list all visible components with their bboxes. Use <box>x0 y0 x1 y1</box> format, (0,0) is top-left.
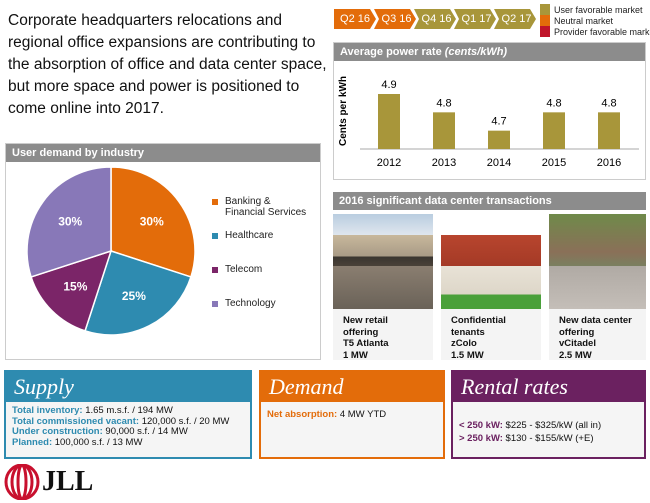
supply-title: Supply <box>6 372 250 402</box>
jll-logo-mark-icon <box>4 464 40 500</box>
pie-label: 15% <box>63 280 87 294</box>
rental-rates-box: Rental rates < 250 kW: $225 - $325/kW (a… <box>451 370 646 459</box>
pie-slice-3 <box>26 166 112 278</box>
market-legend: User favorable market Neutral market Pro… <box>540 4 650 37</box>
pie-label: 25% <box>122 289 146 303</box>
bar-label: 4.8 <box>436 97 451 109</box>
caption-line: T5 Atlanta <box>343 338 389 349</box>
power-rate-title: Average power rate (cents/kWh) <box>334 43 645 61</box>
caption-line: vCitadel <box>559 338 596 349</box>
zcolo-photo <box>441 214 541 309</box>
legend-neutral: Neutral market <box>554 15 614 26</box>
caption-line: zColo <box>451 338 477 349</box>
pie-slice-0 <box>110 166 196 278</box>
timeline-q1-17: Q1 17 <box>454 9 496 29</box>
rental-rates-title: Rental rates <box>453 372 644 402</box>
timeline-q2-16: Q2 16 <box>334 9 376 29</box>
x-tick-label: 2014 <box>487 157 511 169</box>
caption-line: 2.5 MW <box>559 349 592 361</box>
vcitadel-photo <box>549 214 646 309</box>
power-rate-panel: Average power rate (cents/kWh) Cents per… <box>333 42 646 180</box>
bar-2013 <box>433 112 455 149</box>
x-tick-label: 2013 <box>432 157 456 169</box>
market-timeline: Q2 16 Q3 16 Q4 16 Q1 17 Q2 17 <box>334 9 536 29</box>
timeline-q3-16: Q3 16 <box>374 9 416 29</box>
user-demand-panel: User demand by industry 30% 25% 15% 30% Ban… <box>5 143 321 360</box>
bar-label: 4.8 <box>546 97 561 109</box>
pie-label: 30% <box>58 214 82 228</box>
demand-title: Demand <box>261 372 443 402</box>
pie-slice-1 <box>84 250 192 336</box>
caption-line: Confidential tenants <box>451 315 506 338</box>
timeline-q4-16: Q4 16 <box>414 9 456 29</box>
caption-line: offering <box>559 326 595 338</box>
legend-telecom: Telecom <box>212 264 262 275</box>
supply-row: Total inventory: 1.65 m.s.f. / 194 MW <box>12 405 173 416</box>
legend-banking: Banking & Financial Services <box>212 196 306 218</box>
jll-logo: JLL <box>4 464 93 500</box>
caption-line: New data center <box>559 315 632 326</box>
bar-label: 4.8 <box>601 97 616 109</box>
bar-label: 4.7 <box>491 116 506 128</box>
x-tick-label: 2012 <box>377 157 401 169</box>
supply-box: Supply Total inventory: 1.65 m.s.f. / 19… <box>4 370 252 459</box>
bar-2012 <box>378 94 400 149</box>
legend-user-favorable: User favorable market <box>554 4 643 15</box>
rental-row: > 250 kW: $130 - $155/kW (+E) <box>459 433 594 444</box>
jll-logo-text: JLL <box>42 466 94 497</box>
bar-2016 <box>598 112 620 149</box>
bar-2014 <box>488 130 510 149</box>
rental-row: < 250 kW: $225 - $325/kW (all in) <box>459 420 602 431</box>
net-absorption-label: Net absorption: <box>267 409 338 420</box>
supply-row: Planned: 100,000 s.f. / 13 MW <box>12 436 143 448</box>
transaction-card: Confidential tenants zColo 1.5 MW <box>441 214 541 361</box>
y-axis-label: Cents per kWh <box>338 76 349 146</box>
supply-row: Under construction: 90,000 s.f. / 14 MW <box>12 426 188 437</box>
power-rate-chart: Cents per kWh 4.9 2012 4.8 2013 4.7 2014 4.8 201… <box>338 76 639 169</box>
transaction-card: New retail offering T5 Atlanta 1 MW <box>333 214 433 361</box>
intro-text: Corporate headquarters relocations and r… <box>8 12 327 117</box>
x-tick-label: 2015 <box>542 157 566 169</box>
transaction-card: New data center offering vCitadel 2.5 MW <box>549 214 646 361</box>
pie-label: 30% <box>140 214 164 228</box>
net-absorption-value: 4 MW YTD <box>337 409 387 420</box>
legend-provider-favorable: Provider favorable market <box>554 26 650 37</box>
transactions-title: 2016 significant data center transaction… <box>333 192 646 210</box>
caption-line: 1 MW <box>343 349 368 361</box>
user-demand-title: User demand by industry <box>6 144 320 162</box>
legend-technology: Technology <box>212 298 276 309</box>
x-tick-label: 2016 <box>597 157 621 169</box>
caption-line: 1.5 MW <box>451 349 484 361</box>
bar-label: 4.9 <box>381 79 396 91</box>
demand-box: Demand Net absorption: 4 MW YTD <box>259 370 445 459</box>
bar-2015 <box>543 112 565 149</box>
legend-healthcare: Healthcare <box>212 230 273 241</box>
t5-atlanta-photo <box>333 214 433 309</box>
transactions-panel: 2016 significant data center transaction… <box>333 192 646 361</box>
timeline-q2-17: Q2 17 <box>494 9 536 29</box>
caption-line: New retail offering <box>343 315 388 338</box>
user-demand-pie: 30% 25% 15% 30% <box>26 166 196 336</box>
supply-row: Total commissioned vacant: 120,000 s.f. … <box>12 415 230 427</box>
